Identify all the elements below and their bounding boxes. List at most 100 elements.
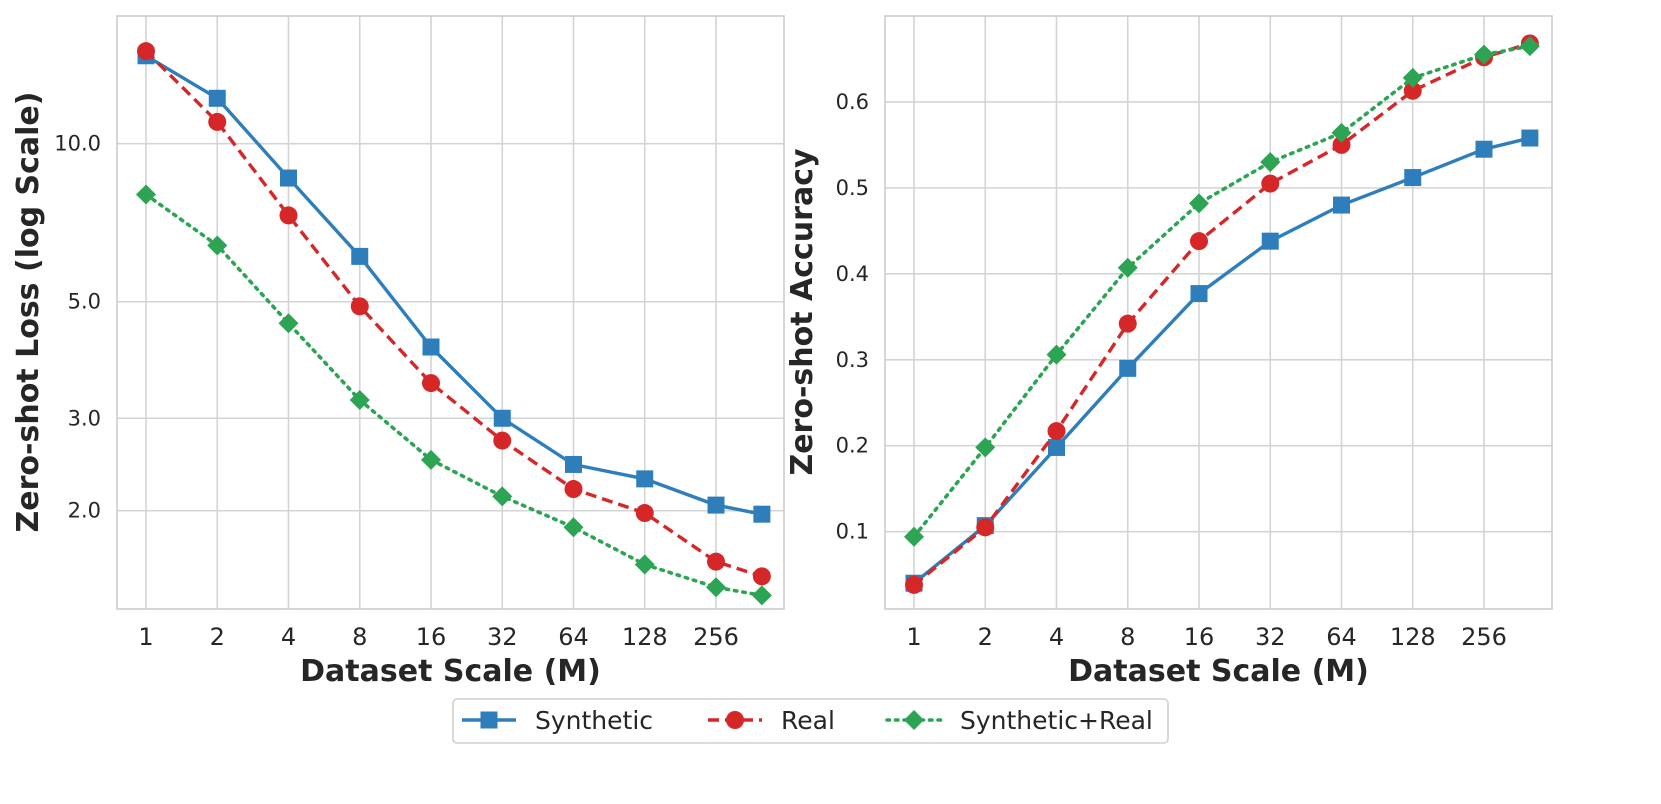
data-point <box>493 409 511 427</box>
x-tick-label: 64 <box>558 623 589 651</box>
data-point <box>905 575 923 594</box>
data-point <box>1046 344 1067 365</box>
data-point <box>422 374 440 393</box>
data-point <box>1404 169 1422 187</box>
data-point <box>1521 129 1539 147</box>
y-tick-label: 0.3 <box>836 348 869 372</box>
data-point <box>565 455 582 473</box>
data-point <box>137 42 155 61</box>
y-tick-label: 0.1 <box>836 520 869 544</box>
data-point <box>1117 257 1138 278</box>
x-tick-label: 32 <box>1255 623 1286 651</box>
data-point <box>208 112 227 131</box>
legend-marker <box>480 711 498 729</box>
data-point <box>280 169 297 187</box>
legend-frame <box>452 698 1169 744</box>
data-point <box>421 449 441 470</box>
series-line <box>144 192 764 598</box>
x-axis-label: Dataset Scale (M) <box>1068 654 1369 689</box>
plot-frame <box>884 15 1553 610</box>
x-axis-label: Dataset Scale (M) <box>300 654 601 689</box>
x-tick-label: 1 <box>138 623 153 651</box>
data-point <box>635 504 654 523</box>
x-tick-label: 32 <box>487 623 518 651</box>
legend-marker <box>726 711 744 729</box>
data-point <box>563 517 584 538</box>
data-point <box>1402 67 1423 88</box>
data-point <box>1261 232 1279 250</box>
legend-item-real: Real <box>708 706 835 735</box>
data-point <box>492 486 513 507</box>
data-point <box>279 206 298 225</box>
series-line <box>912 44 1532 539</box>
data-point <box>207 235 228 256</box>
data-point <box>351 247 369 265</box>
data-point <box>975 437 996 458</box>
data-point <box>1519 36 1540 57</box>
data-point <box>751 585 772 606</box>
data-point <box>976 518 995 537</box>
x-tick-label: 128 <box>622 623 668 651</box>
data-point <box>707 496 725 514</box>
data-point <box>1190 232 1208 251</box>
data-point <box>707 552 725 571</box>
accuracy-chart: 1 2 4 8 16 32 64 128 256 0.1 0.2 0.3 0.4 0.5 0.6 Datase… <box>785 15 1553 689</box>
series-real <box>137 42 771 586</box>
series-line <box>912 41 1531 587</box>
legend-label: Real <box>781 706 835 735</box>
data-point <box>1260 152 1281 173</box>
data-point <box>904 526 924 547</box>
data-point <box>1474 44 1494 65</box>
data-point <box>706 577 726 598</box>
legend-label: Synthetic <box>535 706 653 735</box>
legend-item-synthetic-real: Synthetic+Real <box>885 706 1153 735</box>
grid <box>885 16 1552 609</box>
data-point <box>752 567 771 586</box>
legend-marker <box>904 710 924 730</box>
data-point <box>1332 135 1351 154</box>
y-tick-label: 0.6 <box>836 90 869 114</box>
data-point <box>634 554 655 575</box>
series-line <box>144 49 763 579</box>
series-synthetic <box>905 129 1539 592</box>
data-point <box>1331 122 1352 143</box>
data-point <box>1333 196 1350 214</box>
data-point <box>636 470 654 488</box>
x-tick-label: 2 <box>210 623 225 651</box>
data-point <box>1048 438 1065 456</box>
series-synthetic <box>137 47 771 523</box>
y-tick-label: 10.0 <box>54 132 101 156</box>
data-point <box>1261 174 1280 193</box>
series-synthetic-real <box>904 36 1540 547</box>
x-tick-label: 16 <box>1184 623 1215 651</box>
legend: Synthetic Real Synthetic+Real <box>452 698 1169 744</box>
y-axis-label: Zero-shot Loss (log Scale) <box>11 92 46 533</box>
data-point <box>1475 140 1493 158</box>
data-point <box>493 431 512 450</box>
x-tick-label: 4 <box>1049 623 1064 651</box>
data-point <box>208 89 226 107</box>
grid <box>117 16 784 609</box>
data-point <box>753 505 771 523</box>
loss-chart: 1 2 4 8 16 32 64 128 256 2.0 3.0 5.0 10.0 Dataset Sca… <box>11 15 785 689</box>
x-tick-label: 256 <box>1461 623 1507 651</box>
data-point <box>1118 314 1137 333</box>
x-tick-label: 16 <box>416 623 447 651</box>
x-tick-label: 64 <box>1326 623 1357 651</box>
y-tick-label: 0.4 <box>836 262 869 286</box>
data-point <box>1403 81 1422 100</box>
y-tick-label: 0.5 <box>836 176 869 200</box>
data-point <box>1047 422 1066 441</box>
series-line <box>912 136 1531 585</box>
data-point <box>564 480 583 499</box>
y-tick-label: 5.0 <box>68 290 101 314</box>
data-point <box>1190 285 1208 303</box>
plot-frame <box>116 15 785 610</box>
x-tick-label: 4 <box>281 623 296 651</box>
data-point <box>349 390 370 411</box>
y-tick-label: 0.2 <box>836 434 869 458</box>
y-axis-label: Zero-shot Accuracy <box>785 148 820 476</box>
x-tick-label: 256 <box>693 623 739 651</box>
data-point <box>136 184 156 205</box>
